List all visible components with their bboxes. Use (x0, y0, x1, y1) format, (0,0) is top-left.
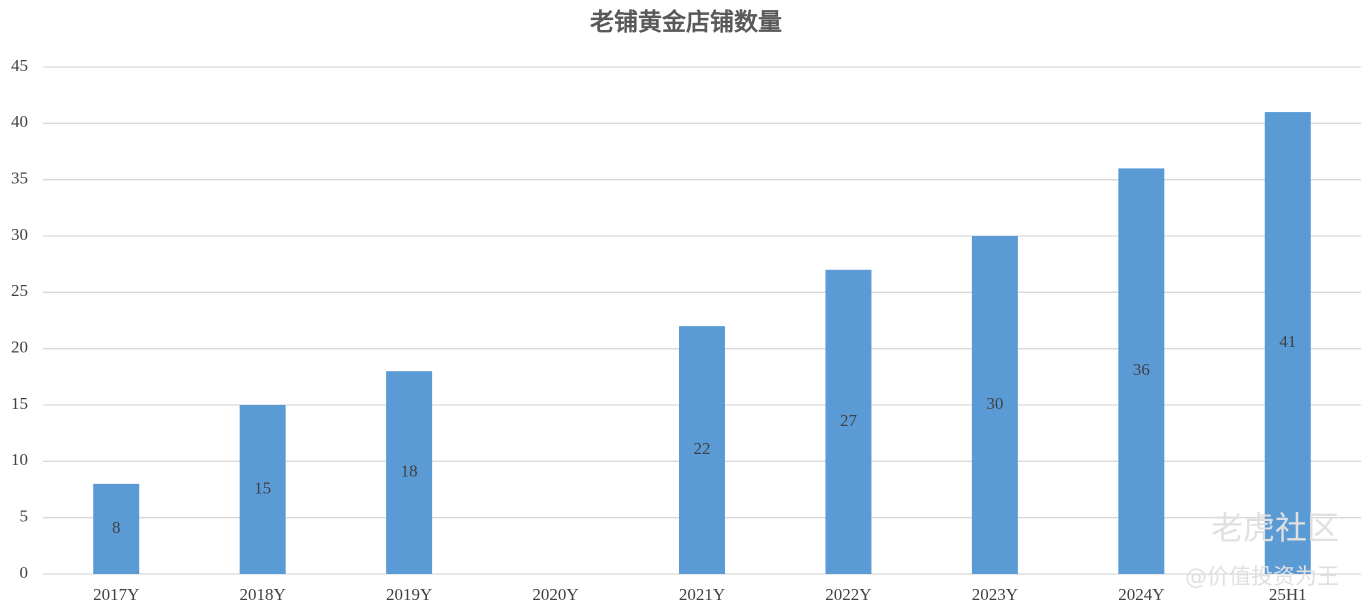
data-label: 8 (112, 518, 121, 537)
data-label: 18 (401, 462, 418, 481)
bar (971, 236, 1018, 574)
y-tick-label: 40 (11, 112, 28, 131)
y-tick-label: 30 (11, 225, 28, 244)
chart-title: 老铺黄金店铺数量 (590, 8, 782, 36)
bar (93, 483, 140, 574)
bar (386, 371, 433, 574)
x-tick-label: 2019Y (386, 585, 432, 604)
data-label: 22 (694, 439, 711, 458)
y-tick-label: 20 (11, 338, 28, 357)
x-tick-label: 2023Y (972, 585, 1018, 604)
data-label: 15 (254, 478, 271, 497)
watermark-logo: 老虎社区 (1211, 509, 1339, 547)
data-label: 36 (1133, 360, 1150, 379)
x-tick-label: 2022Y (825, 585, 871, 604)
y-tick-label: 5 (20, 507, 29, 526)
bar (1264, 112, 1311, 575)
y-tick-label: 45 (11, 56, 28, 75)
data-label: 27 (840, 411, 858, 430)
data-label: 30 (986, 394, 1003, 413)
data-label: 41 (1279, 332, 1296, 351)
y-tick-label: 0 (20, 563, 29, 582)
y-tick-label: 15 (11, 394, 28, 413)
bar (679, 326, 725, 574)
x-tick-label: 25H1 (1269, 585, 1307, 604)
y-tick-label: 10 (11, 450, 28, 469)
x-tick-label: 2020Y (532, 585, 578, 604)
y-tick-label: 25 (11, 281, 28, 300)
x-tick-label: 2021Y (679, 585, 725, 604)
bar (825, 269, 872, 574)
x-tick-label: 2024Y (1118, 585, 1164, 604)
x-tick-label: 2018Y (240, 585, 286, 604)
x-tick-label: 2017Y (93, 585, 139, 604)
bar (239, 405, 286, 574)
bar (1118, 168, 1165, 574)
y-tick-label: 35 (11, 169, 28, 188)
watermark-author: @价值投资为王 (1185, 565, 1339, 590)
